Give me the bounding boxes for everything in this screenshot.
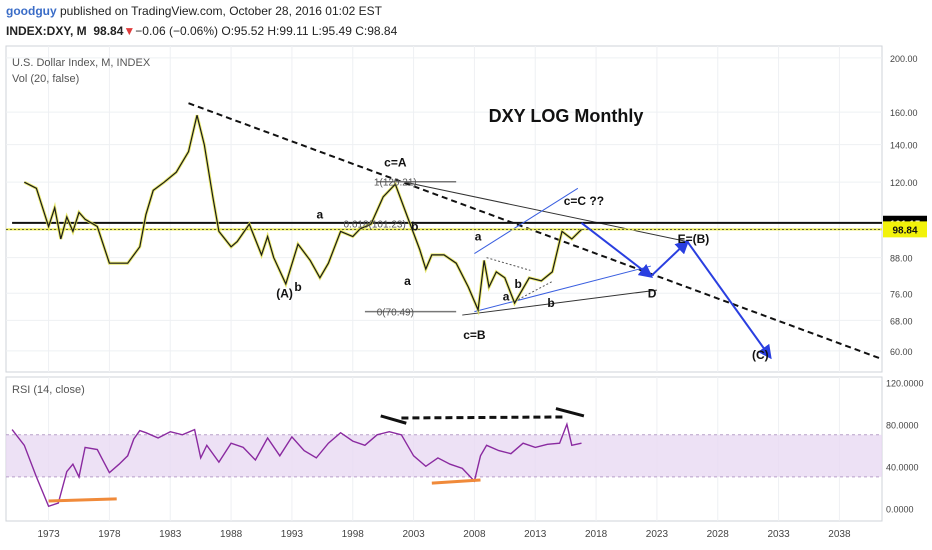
wave-label: c=A <box>384 156 407 170</box>
wave-label: b <box>411 220 418 234</box>
x-tick-label: 2033 <box>767 529 790 540</box>
y-tick-label: 76.00 <box>890 289 913 299</box>
symbol-line: INDEX:DXY, M 98.84▼−0.06 (−0.06%) O:95.5… <box>6 24 397 38</box>
chart-canvas[interactable]: 200.00 160.00 140.00 120.00 88.00 76.00 68.00 6… <box>0 44 932 550</box>
rsi-annotation-line[interactable] <box>48 497 117 503</box>
wave-label: 1(120.21) <box>374 178 417 189</box>
publish-line: goodguy published on TradingView.com, Oc… <box>6 4 382 18</box>
rsi-annotation-line[interactable] <box>380 414 407 425</box>
y-tick-label: 160.00 <box>890 108 918 118</box>
x-tick-label: 2028 <box>707 529 730 540</box>
wave-label: c=B <box>463 328 486 342</box>
wave-label: (C) <box>752 348 769 362</box>
rsi-y-tick-label: 40.0000 <box>886 462 919 472</box>
wave-label: a <box>317 208 324 222</box>
rsi-band <box>6 434 882 477</box>
last-price: 98.84 <box>93 24 124 38</box>
x-tick-label: 1988 <box>220 529 243 540</box>
price-pane[interactable] <box>5 45 883 373</box>
wave-label: c=C ?? <box>564 194 604 208</box>
wave-label: b <box>547 296 554 310</box>
y-tick-label: 68.00 <box>890 316 913 326</box>
x-tick-label: 1978 <box>98 529 121 540</box>
x-tick-label: 1998 <box>342 529 365 540</box>
x-tick-label: 1993 <box>281 529 304 540</box>
rsi-line[interactable] <box>11 421 582 508</box>
x-tick-label: 1973 <box>37 529 60 540</box>
price-change: −0.06 (−0.06%) <box>135 24 219 38</box>
y-tick-label: 88.00 <box>890 254 913 264</box>
x-tick-label: 1983 <box>159 529 182 540</box>
projection-arrow[interactable] <box>650 239 690 278</box>
wave-label: D <box>648 286 657 300</box>
rsi-y-tick-label: 120.0000 <box>886 378 924 388</box>
trendline[interactable] <box>514 280 554 302</box>
trendline[interactable] <box>462 289 657 316</box>
ohlc-values: O:95.52 H:99.11 L:95.49 C:98.84 <box>221 24 398 38</box>
published-text: published on TradingView.com, October 28… <box>60 4 382 18</box>
wave-label: a <box>475 229 482 243</box>
projection-arrow[interactable] <box>686 241 772 360</box>
wave-label: (A) <box>276 286 293 300</box>
price-badge <box>883 221 927 238</box>
wave-label: a <box>404 274 411 288</box>
projection-arrow[interactable] <box>580 222 654 279</box>
y-tick-label: 140.00 <box>890 141 918 151</box>
chart-title: DXY LOG Monthly <box>489 106 644 126</box>
down-arrow-icon: ▼ <box>123 24 136 38</box>
trendline[interactable] <box>188 102 883 361</box>
y-tick-label: 60.00 <box>890 347 913 357</box>
rsi-y-tick-label: 0.0000 <box>886 504 914 514</box>
series-label: Vol (20, false) <box>12 73 79 85</box>
series-label: U.S. Dollar Index, M, INDEX <box>12 57 151 69</box>
author-link[interactable]: goodguy <box>6 4 57 18</box>
rsi-y-tick-label: 80.0000 <box>886 420 919 430</box>
x-tick-label: 2018 <box>585 529 608 540</box>
x-tick-label: 2023 <box>646 529 669 540</box>
wave-label: a <box>503 290 510 304</box>
symbol-name: INDEX:DXY, M <box>6 24 87 38</box>
wave-label: E=(B) <box>678 232 710 246</box>
trendline[interactable] <box>474 265 651 313</box>
y-tick-label: 120.00 <box>890 178 918 188</box>
wave-label: 0(70.49) <box>377 308 414 319</box>
rsi-annotation-line[interactable] <box>431 478 481 485</box>
x-tick-label: 2003 <box>402 529 425 540</box>
x-tick-label: 2008 <box>463 529 486 540</box>
rsi-title: RSI (14, close) <box>12 384 85 396</box>
rsi-annotation-line[interactable] <box>401 415 566 420</box>
trendline[interactable] <box>474 187 579 254</box>
wave-label: b <box>294 280 301 294</box>
x-tick-label: 2038 <box>828 529 851 540</box>
wave-label: b <box>515 277 522 291</box>
wave-label: 0.618(101.23) <box>344 220 406 231</box>
x-tick-label: 2013 <box>524 529 547 540</box>
y-tick-label: 200.00 <box>890 54 918 64</box>
price-series-line[interactable] <box>24 115 582 313</box>
chart-header: goodguy published on TradingView.com, Oc… <box>0 0 932 44</box>
price-badge-label: 98.84 <box>892 225 917 236</box>
rsi-annotation-line[interactable] <box>555 407 585 418</box>
